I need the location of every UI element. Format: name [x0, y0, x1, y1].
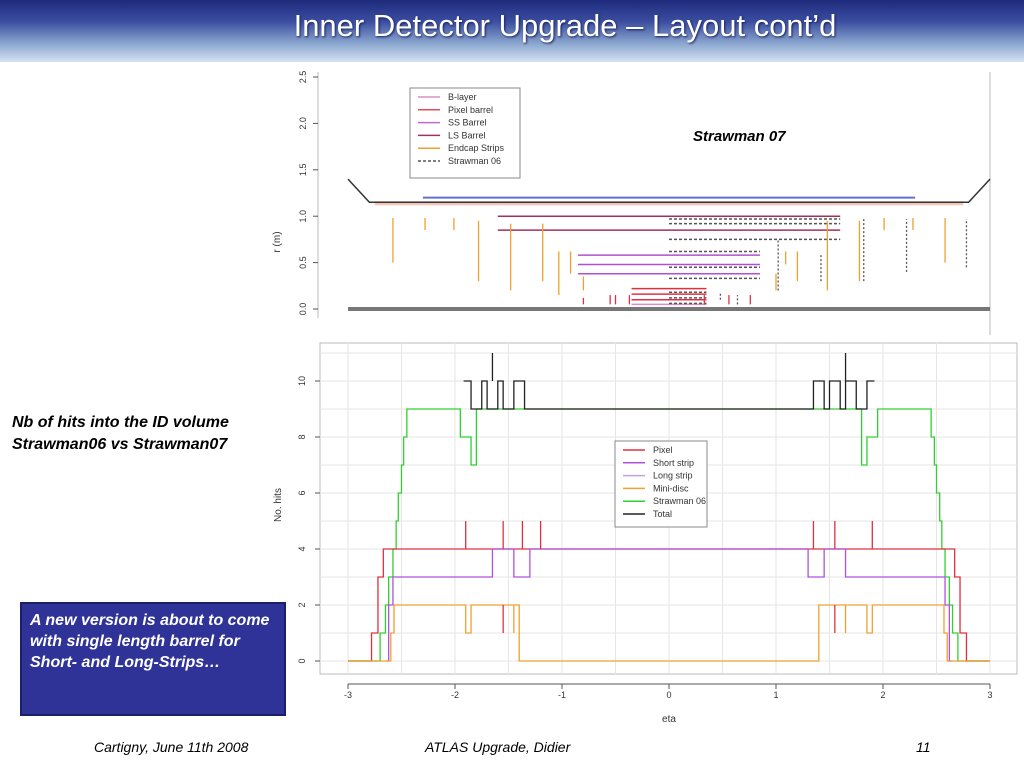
hits-x-axis-label: eta [662, 714, 676, 725]
layout-legend-label: Endcap Strips [448, 143, 505, 153]
hits-y-tick-label: 0 [297, 658, 307, 663]
layout-annotation: Strawman 07 [693, 128, 786, 145]
hits-series-line [348, 548, 990, 662]
layout-y-tick-label: 2.5 [298, 71, 308, 84]
title-bar: Inner Detector Upgrade – Layout cont’d [0, 0, 1024, 62]
hits-series-line [348, 604, 990, 662]
footer-author: ATLAS Upgrade, Didier [425, 739, 571, 755]
hits-legend-label: Long strip [653, 471, 693, 481]
layout-y-axis-label: r (m) [272, 231, 283, 252]
layout-legend-box [409, 87, 521, 179]
footer-date: Cartigny, June 11th 2008 [94, 739, 249, 755]
hits-y-tick-label: 2 [297, 602, 307, 607]
layout-y-tick-label: 0.0 [298, 303, 308, 316]
layout-legend-label: SS Barrel [448, 118, 487, 128]
hits-y-axis-label: No. hits [273, 488, 284, 522]
side-label: Nb of hits into the ID volume Strawman06… [12, 412, 292, 456]
footer-page-number: 11 [916, 739, 931, 755]
hits-x-tick-label: 2 [880, 690, 885, 700]
hits-legend-label: Total [653, 509, 672, 519]
hits-x-tick-label: 3 [987, 690, 992, 700]
layout-y-tick-label: 2.0 [298, 117, 308, 130]
side-label-line2: Strawman06 vs Strawman07 [12, 436, 228, 453]
hits-series-line [463, 380, 875, 410]
layout-y-tick-label: 1.0 [298, 210, 308, 223]
hits-x-tick-label: 1 [773, 690, 778, 700]
hits-series-line [385, 548, 953, 662]
note-box: A new version is about to come with sing… [20, 602, 286, 716]
note-text: A new version is about to come with sing… [30, 612, 270, 671]
slide-title: Inner Detector Upgrade – Layout cont’d [293, 8, 837, 43]
hits-y-tick-label: 8 [297, 434, 307, 439]
hits-x-tick-label: 0 [666, 690, 671, 700]
layout-y-tick-label: 0.5 [298, 256, 308, 269]
hits-legend-label: Mini-disc [653, 483, 689, 493]
hits-legend-label: Pixel [653, 445, 673, 455]
hits-legend-label: Strawman 06 [653, 496, 706, 506]
side-label-line1: Nb of hits into the ID volume [12, 414, 229, 431]
hits-legend-box [614, 440, 708, 528]
layout-y-tick-label: 1.5 [298, 164, 308, 177]
layout-legend-label: LS Barrel [448, 130, 486, 140]
hits-legend-label: Short strip [653, 458, 694, 468]
layout-legend-label: Pixel barrel [448, 105, 493, 115]
layout-segment [347, 178, 991, 204]
hits-y-tick-label: 4 [297, 546, 307, 551]
hits-x-tick-label: -2 [451, 690, 459, 700]
layout-outer-hatch [374, 201, 964, 206]
layout-legend-label: Strawman 06 [448, 156, 501, 166]
hits-series-line [348, 408, 990, 662]
hits-y-tick-label: 6 [297, 490, 307, 495]
layout-legend-label: B-layer [448, 92, 477, 102]
hits-x-tick-label: -3 [344, 690, 352, 700]
hits-y-tick-label: 10 [297, 376, 307, 386]
hits-plot-area [319, 342, 1018, 675]
hits-x-tick-label: -1 [558, 690, 566, 700]
